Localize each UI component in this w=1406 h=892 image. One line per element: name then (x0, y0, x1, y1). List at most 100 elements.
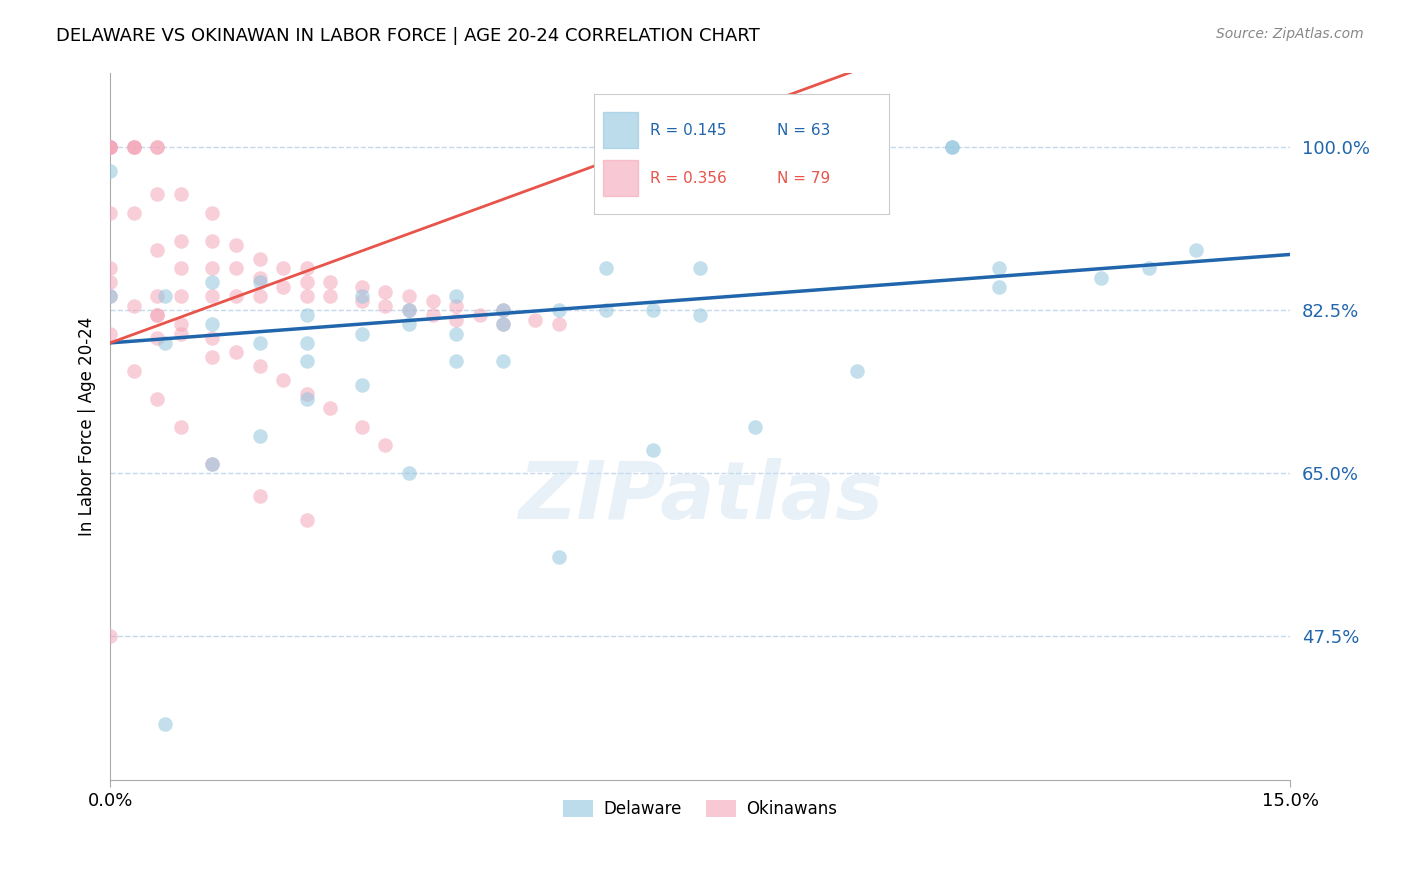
Point (98, 140, 121, 154)
Point (201, 289, 224, 303)
Point (225, 238, 247, 252)
Point (641, 442, 664, 457)
Point (201, 205, 224, 219)
Point (547, 549, 569, 564)
Point (146, 140, 169, 154)
Point (374, 285, 396, 299)
Point (201, 350, 224, 364)
Point (249, 276, 271, 290)
Point (492, 354, 515, 368)
Point (98, 140, 121, 154)
Point (350, 280, 373, 294)
Point (98, 205, 121, 219)
Point (122, 140, 145, 154)
Point (122, 140, 145, 154)
Point (941, 140, 963, 154)
Point (468, 308, 491, 322)
Point (988, 280, 1011, 294)
Point (492, 303, 515, 318)
Point (170, 234, 193, 248)
Point (492, 303, 515, 318)
Point (689, 308, 711, 322)
Point (350, 326, 373, 341)
Point (295, 354, 318, 368)
Text: DELAWARE VS OKINAWAN IN LABOR FORCE | AGE 20-24 CORRELATION CHART: DELAWARE VS OKINAWAN IN LABOR FORCE | AG… (56, 27, 761, 45)
Point (271, 373, 294, 387)
Point (98, 261, 121, 276)
Point (201, 261, 224, 276)
Point (295, 335, 318, 350)
Point (201, 331, 224, 345)
Point (146, 186, 169, 201)
Point (249, 335, 271, 350)
Point (201, 234, 224, 248)
Point (446, 299, 468, 313)
Point (170, 326, 193, 341)
Point (249, 252, 271, 266)
Point (146, 243, 169, 257)
Point (595, 261, 617, 276)
Point (319, 276, 342, 290)
Point (98, 140, 121, 154)
Legend: Delaware, Okinawans: Delaware, Okinawans (557, 794, 844, 825)
Point (98, 289, 121, 303)
Point (295, 308, 318, 322)
Point (492, 318, 515, 332)
Point (350, 293, 373, 308)
Point (374, 438, 396, 452)
Point (249, 270, 271, 285)
Point (98, 326, 121, 341)
Point (295, 289, 318, 303)
Y-axis label: In Labor Force | Age 20-24: In Labor Force | Age 20-24 (79, 317, 96, 536)
Point (492, 318, 515, 332)
Point (249, 429, 271, 443)
Point (98, 163, 121, 178)
Point (225, 345, 247, 359)
Point (271, 280, 294, 294)
Point (374, 299, 396, 313)
Point (446, 289, 468, 303)
Point (170, 318, 193, 332)
Point (350, 377, 373, 392)
Point (295, 261, 318, 276)
Point (446, 312, 468, 326)
Point (201, 318, 224, 332)
Text: ZIPatlas: ZIPatlas (517, 458, 883, 536)
Point (98, 629, 121, 643)
Point (398, 466, 420, 480)
Point (98, 276, 121, 290)
Point (122, 364, 145, 378)
Point (350, 419, 373, 434)
Point (398, 303, 420, 318)
Point (422, 308, 444, 322)
Point (225, 261, 247, 276)
Point (146, 140, 169, 154)
Point (155, 335, 177, 350)
Point (295, 276, 318, 290)
Point (319, 401, 342, 415)
Point (249, 359, 271, 373)
Point (1184, 243, 1206, 257)
Point (170, 261, 193, 276)
Point (641, 303, 664, 318)
Point (146, 289, 169, 303)
Point (249, 490, 271, 504)
Point (170, 289, 193, 303)
Point (744, 419, 766, 434)
Point (689, 261, 711, 276)
Point (271, 261, 294, 276)
Point (122, 205, 145, 219)
Point (170, 186, 193, 201)
Point (595, 303, 617, 318)
Point (98, 289, 121, 303)
Point (319, 289, 342, 303)
Point (547, 318, 569, 332)
Point (295, 387, 318, 401)
Point (398, 289, 420, 303)
Point (547, 303, 569, 318)
Point (122, 140, 145, 154)
Point (988, 261, 1011, 276)
Point (295, 392, 318, 406)
Point (350, 289, 373, 303)
Point (201, 457, 224, 471)
